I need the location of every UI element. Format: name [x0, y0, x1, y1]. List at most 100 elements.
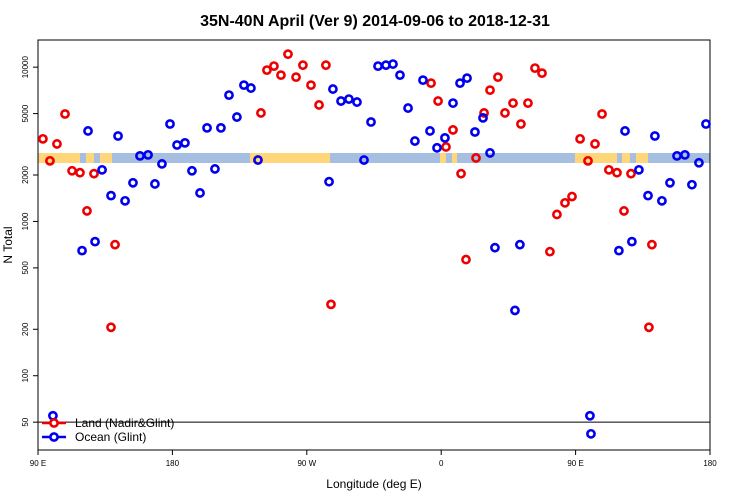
x-axis-label: Longitude (deg E)	[326, 477, 421, 491]
land-band	[440, 153, 446, 163]
point	[485, 148, 495, 158]
y-tick-label: 50	[21, 417, 30, 426]
point	[180, 137, 190, 148]
point	[665, 177, 675, 188]
y-tick-label: 500	[21, 261, 30, 275]
ocean-band	[38, 153, 710, 163]
land-band	[250, 153, 330, 163]
point	[395, 70, 405, 81]
point	[583, 155, 593, 166]
point	[210, 164, 220, 174]
point	[626, 168, 636, 179]
point	[83, 126, 93, 136]
point	[626, 236, 637, 247]
y-tick-label: 100	[21, 368, 30, 382]
point	[202, 122, 212, 133]
x-tick-label: 180	[166, 459, 180, 468]
point	[575, 133, 585, 144]
point	[471, 153, 481, 163]
point	[508, 98, 518, 108]
point	[643, 190, 653, 201]
point	[298, 60, 308, 71]
point	[455, 78, 465, 89]
point	[128, 177, 138, 188]
point	[52, 139, 62, 149]
legend-label: Land (Nadir&Glint)	[75, 416, 174, 430]
point	[216, 122, 226, 133]
point	[441, 142, 451, 152]
land-band	[38, 153, 80, 163]
point	[150, 179, 160, 189]
point	[479, 108, 489, 118]
point	[433, 96, 443, 106]
x-tick-label: 90 E	[567, 459, 583, 468]
point	[647, 239, 657, 250]
point	[485, 85, 495, 96]
point	[687, 179, 697, 190]
land-band	[452, 153, 457, 163]
point	[560, 197, 570, 208]
point	[432, 142, 442, 153]
chart-title: 35N-40N April (Ver 9) 2014-09-06 to 2018…	[200, 13, 550, 30]
point	[514, 239, 525, 250]
point	[38, 133, 48, 144]
point	[545, 246, 555, 257]
point	[612, 167, 622, 178]
x-tick-label: 90 W	[297, 459, 316, 468]
legend-marker	[49, 432, 59, 442]
point	[567, 191, 577, 202]
point	[478, 112, 488, 123]
point	[246, 83, 256, 93]
point	[336, 96, 346, 106]
point	[187, 165, 197, 176]
point	[418, 75, 428, 86]
point	[195, 188, 205, 198]
point	[585, 410, 595, 421]
point	[321, 60, 331, 71]
point	[516, 119, 526, 129]
point	[89, 168, 99, 179]
point	[45, 155, 55, 166]
point	[67, 165, 77, 176]
point	[634, 164, 644, 175]
point	[269, 61, 279, 72]
point	[619, 206, 629, 216]
point	[694, 157, 704, 168]
point	[344, 94, 354, 104]
point	[291, 72, 301, 83]
point	[110, 239, 120, 250]
point	[388, 59, 398, 69]
y-tick-label: 5000	[21, 104, 30, 122]
point	[410, 136, 420, 146]
x-tick-label: 90 E	[30, 459, 46, 468]
point	[352, 97, 362, 107]
y-tick-label: 10000	[21, 55, 30, 78]
point	[644, 322, 654, 333]
point	[157, 159, 167, 169]
land-band	[622, 153, 630, 163]
point	[75, 167, 85, 178]
point	[77, 245, 87, 256]
point	[425, 126, 435, 136]
y-tick-label: 200	[21, 322, 30, 336]
point	[232, 112, 242, 122]
point	[523, 98, 533, 108]
point	[552, 209, 562, 220]
point	[224, 90, 234, 101]
point	[276, 70, 286, 81]
point	[680, 149, 690, 160]
point	[359, 155, 369, 165]
point	[253, 155, 263, 165]
point	[314, 100, 324, 110]
y-tick-label: 2000	[21, 166, 30, 184]
land-band	[86, 153, 94, 163]
land-band	[636, 153, 648, 163]
point	[537, 68, 547, 79]
legend-marker	[49, 418, 59, 428]
point	[106, 190, 116, 201]
point	[172, 140, 182, 150]
point	[620, 126, 630, 136]
point	[604, 164, 614, 175]
x-tick-label: 180	[703, 459, 717, 468]
